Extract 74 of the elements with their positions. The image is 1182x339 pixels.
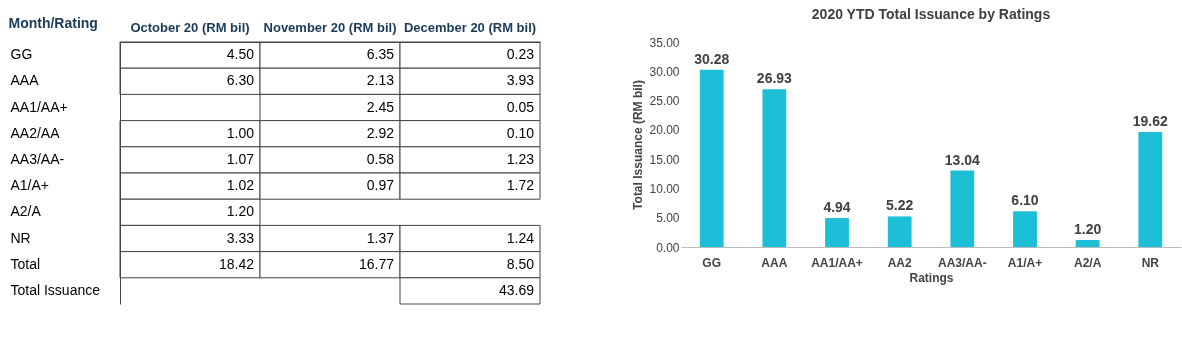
y-tick-label: AAA bbox=[10, 72, 40, 89]
x-tick-label: A2/A bbox=[1073, 255, 1102, 270]
x-tick-label: November 20 (RM bil) bbox=[263, 19, 397, 35]
y-axis-title: Month/Rating bbox=[8, 14, 98, 31]
data-label: 0.10 bbox=[506, 124, 535, 141]
x-tick-label: AA1/AA+ bbox=[811, 255, 863, 270]
bar bbox=[1013, 211, 1037, 247]
y-tick-label: AA3/AA- bbox=[10, 150, 65, 167]
data-label: 43.69 bbox=[498, 281, 535, 298]
data-label: 13.04 bbox=[944, 151, 981, 168]
y-tick-label: 35.00 bbox=[649, 35, 680, 50]
data-label: 0.58 bbox=[366, 150, 395, 167]
data-label: 1.20 bbox=[1074, 220, 1102, 237]
bar bbox=[699, 69, 724, 247]
x-axis-title: Ratings bbox=[909, 270, 954, 285]
y-tick-label: A1/A+ bbox=[10, 177, 50, 194]
y-tick-label: Total Issuance bbox=[10, 281, 101, 298]
data-label: 2.13 bbox=[366, 72, 395, 89]
y-tick-label: GG bbox=[10, 46, 33, 63]
x-tick-label: AA2 bbox=[887, 255, 912, 270]
data-label: 30.28 bbox=[694, 50, 730, 67]
data-label: 0.97 bbox=[366, 177, 395, 194]
bar bbox=[1138, 132, 1163, 247]
chart-title: 2020 YTD Total Issuance by Ratings bbox=[811, 6, 1051, 22]
data-label: 1.07 bbox=[226, 150, 255, 167]
data-label: 4.94 bbox=[823, 199, 851, 216]
x-tick-label: December 20 (RM bil) bbox=[403, 19, 537, 35]
y-tick-label: 10.00 bbox=[649, 181, 680, 196]
data-label: 1.23 bbox=[506, 150, 535, 167]
x-tick-label: GG bbox=[702, 255, 722, 270]
data-label: 1.24 bbox=[506, 229, 535, 246]
y-tick-label: AA2/AA bbox=[10, 124, 61, 141]
bar bbox=[1075, 239, 1100, 247]
y-tick-label: 20.00 bbox=[649, 123, 680, 138]
y-tick-label: 0.00 bbox=[656, 240, 680, 255]
data-label: 6.35 bbox=[366, 46, 395, 63]
bar bbox=[825, 218, 849, 247]
x-tick-label: AAA bbox=[761, 255, 788, 270]
data-label: 1.20 bbox=[226, 203, 255, 220]
y-tick-label: A2/A bbox=[10, 203, 42, 220]
data-label: 6.10 bbox=[1011, 192, 1039, 209]
data-label: 1.37 bbox=[366, 229, 395, 246]
y-tick-label: 5.00 bbox=[656, 211, 680, 226]
data-label: 16.77 bbox=[358, 255, 395, 272]
y-tick-label: 30.00 bbox=[649, 64, 680, 79]
bar bbox=[762, 89, 787, 247]
data-label: 26.93 bbox=[756, 70, 793, 87]
data-label: 2.92 bbox=[366, 124, 395, 141]
data-label: 2.45 bbox=[366, 98, 395, 115]
y-tick-label: Total bbox=[10, 255, 41, 272]
data-label: 0.23 bbox=[506, 46, 535, 63]
data-label: 4.50 bbox=[226, 46, 255, 63]
data-label: 6.30 bbox=[226, 72, 255, 89]
x-tick-label: October 20 (RM bil) bbox=[130, 19, 250, 35]
y-tick-label: NR bbox=[10, 229, 31, 246]
y-tick-label: 15.00 bbox=[649, 152, 680, 167]
data-label: 1.00 bbox=[226, 124, 255, 141]
data-label: 1.02 bbox=[226, 177, 255, 194]
bar bbox=[950, 170, 975, 247]
data-label: 1.72 bbox=[506, 177, 535, 194]
data-label: 19.62 bbox=[1132, 113, 1169, 130]
y-axis-title: Total Issuance (RM bil) bbox=[631, 80, 646, 210]
y-tick-label: AA1/AA+ bbox=[10, 98, 68, 115]
data-label: 5.22 bbox=[886, 197, 914, 214]
x-tick-label: NR bbox=[1141, 255, 1160, 270]
data-label: 0.05 bbox=[506, 98, 535, 115]
x-tick-label: A1/A+ bbox=[1007, 255, 1043, 270]
data-label: 8.50 bbox=[506, 255, 535, 272]
bar bbox=[887, 216, 912, 247]
x-tick-label: AA3/AA- bbox=[937, 255, 987, 270]
data-label: 3.33 bbox=[226, 229, 255, 246]
data-label: 18.42 bbox=[218, 255, 255, 272]
data-label: 3.93 bbox=[506, 72, 535, 89]
y-tick-label: 25.00 bbox=[649, 94, 680, 109]
